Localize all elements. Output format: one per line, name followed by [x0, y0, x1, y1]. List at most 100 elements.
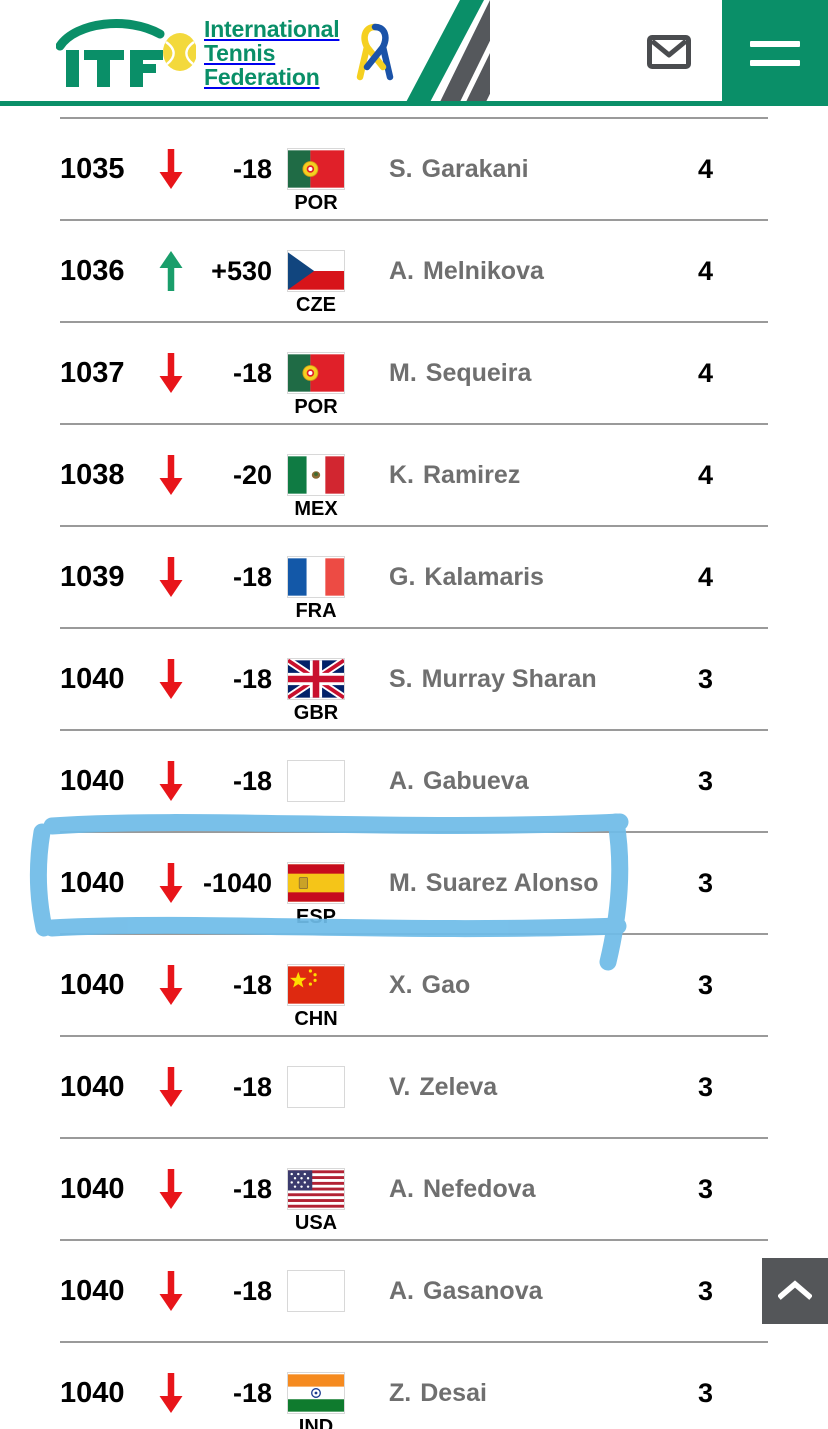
- rank-number: 1040: [60, 866, 125, 899]
- player-name[interactable]: A. Gabueva: [354, 767, 698, 796]
- player-name[interactable]: A. Gasanova: [354, 1277, 698, 1306]
- player-initial: A.: [389, 766, 414, 795]
- rank-number: 1036: [60, 254, 125, 287]
- player-surname: Murray Sharan: [421, 664, 597, 693]
- player-name[interactable]: S. Garakani: [354, 155, 698, 184]
- table-row[interactable]: 1040 -18 USA A. Nefedova 3: [60, 1137, 768, 1239]
- arrow-down-icon: [148, 147, 194, 191]
- player-surname: Zeleva: [419, 1072, 498, 1101]
- player-name[interactable]: A. Melnikova: [354, 257, 698, 286]
- table-row[interactable]: 1040 -18 A. Gasanova 3: [60, 1239, 768, 1341]
- player-surname: Desai: [420, 1378, 487, 1407]
- flag-icon: [287, 556, 345, 598]
- flag-icon: [287, 148, 345, 190]
- player-surname: Sequeira: [425, 358, 532, 387]
- scroll-to-top-button[interactable]: [762, 1258, 828, 1324]
- player-name[interactable]: A. Nefedova: [354, 1175, 698, 1204]
- rank-number: 1040: [60, 968, 125, 1001]
- logo-line-2: Tennis: [204, 40, 276, 66]
- player-points: 3: [698, 867, 714, 898]
- arrow-up-icon: [148, 249, 194, 293]
- rank-change: -18: [232, 765, 272, 796]
- rank-change: -18: [232, 1377, 272, 1408]
- player-points: 4: [698, 459, 714, 490]
- country-flag: ESP: [278, 862, 354, 927]
- country-flag: POR: [278, 148, 354, 213]
- flag-icon: [287, 964, 345, 1006]
- player-points: 4: [698, 357, 714, 388]
- rank-number: 1038: [60, 458, 125, 491]
- rank-change: -18: [232, 969, 272, 1000]
- flag-icon: [287, 454, 345, 496]
- flag-icon: [287, 1168, 345, 1210]
- player-points: 3: [698, 765, 714, 796]
- rank-number: 1040: [60, 1376, 125, 1409]
- player-name[interactable]: M. Sequeira: [354, 359, 698, 388]
- player-surname: Gasanova: [423, 1276, 543, 1305]
- player-initial: X.: [389, 970, 413, 999]
- arrow-down-icon: [148, 351, 194, 395]
- rankings-list: 1035 -18 POR S. Garakani 4 1036 +530 CZE A. Melnik…: [0, 106, 828, 1429]
- table-row[interactable]: 1040 -18 GBR S. Murray Sharan 3: [60, 627, 768, 729]
- table-row[interactable]: 1040 -18 IND Z. Desai 3: [60, 1341, 768, 1429]
- player-points: 4: [698, 153, 714, 184]
- table-row[interactable]: 1040 -18 A. Gabueva 3: [60, 729, 768, 831]
- player-points: 4: [698, 561, 714, 592]
- player-initial: M.: [389, 868, 417, 897]
- table-row[interactable]: 1039 -18 FRA G. Kalamaris 4: [60, 525, 768, 627]
- player-name[interactable]: G. Kalamaris: [354, 563, 698, 592]
- player-initial: A.: [389, 1276, 414, 1305]
- player-name[interactable]: S. Murray Sharan: [354, 665, 698, 694]
- table-row[interactable]: 1040 -18 V. Zeleva 3: [60, 1035, 768, 1137]
- itf-logo[interactable]: International Tennis Federation: [56, 14, 397, 92]
- player-initial: S.: [389, 664, 413, 693]
- player-initial: S.: [389, 154, 413, 183]
- player-initial: A.: [389, 1174, 414, 1203]
- player-points: 3: [698, 1071, 714, 1102]
- player-surname: Kalamaris: [424, 562, 544, 591]
- rank-number: 1035: [60, 152, 125, 185]
- rank-number: 1040: [60, 662, 125, 695]
- rank-change: -18: [232, 153, 272, 184]
- arrow-down-icon: [148, 861, 194, 905]
- table-row[interactable]: 1040 -1040 ESP M. Suarez Alonso 3: [60, 831, 768, 933]
- player-name[interactable]: V. Zeleva: [354, 1073, 698, 1102]
- arrow-down-icon: [148, 657, 194, 701]
- player-surname: Melnikova: [423, 256, 544, 285]
- rank-change: +530: [211, 255, 272, 286]
- country-flag: CZE: [278, 250, 354, 315]
- player-surname: Gabueva: [423, 766, 529, 795]
- arrow-down-icon: [148, 1371, 194, 1415]
- hamburger-menu-button[interactable]: [722, 0, 828, 101]
- chevron-up-icon: [777, 1279, 813, 1304]
- mail-button[interactable]: [616, 0, 722, 101]
- arrow-down-icon: [148, 963, 194, 1007]
- flag-icon: [287, 1270, 345, 1312]
- player-initial: A.: [389, 256, 414, 285]
- table-row[interactable]: 1040 -18 CHN X. Gao 3: [60, 933, 768, 1035]
- ukraine-ribbon-icon: [353, 21, 397, 88]
- player-name[interactable]: Z. Desai: [354, 1379, 698, 1408]
- rank-change: -20: [232, 459, 272, 490]
- rank-change: -18: [232, 1275, 272, 1306]
- country-flag: [278, 760, 354, 802]
- player-points: 3: [698, 1377, 714, 1408]
- player-points: 3: [698, 969, 714, 1000]
- player-name[interactable]: M. Suarez Alonso: [354, 869, 698, 898]
- player-surname: Gao: [421, 970, 471, 999]
- country-code: CHN: [294, 1008, 338, 1030]
- country-code: IND: [298, 1416, 334, 1429]
- player-points: 3: [698, 1275, 714, 1306]
- country-flag: POR: [278, 352, 354, 417]
- player-name[interactable]: X. Gao: [354, 971, 698, 1000]
- arrow-down-icon: [148, 1167, 194, 1211]
- rank-number: 1037: [60, 356, 125, 389]
- table-row[interactable]: 1037 -18 POR M. Sequeira 4: [60, 321, 768, 423]
- table-row[interactable]: 1036 +530 CZE A. Melnikova 4: [60, 219, 768, 321]
- table-row[interactable]: 1035 -18 POR S. Garakani 4: [60, 117, 768, 219]
- player-name[interactable]: K. Ramirez: [354, 461, 698, 490]
- arrow-down-icon: [148, 555, 194, 599]
- logo-line-1: International: [204, 16, 340, 42]
- header-diagonal-stripes: [360, 0, 536, 101]
- table-row[interactable]: 1038 -20 MEX K. Ramirez 4: [60, 423, 768, 525]
